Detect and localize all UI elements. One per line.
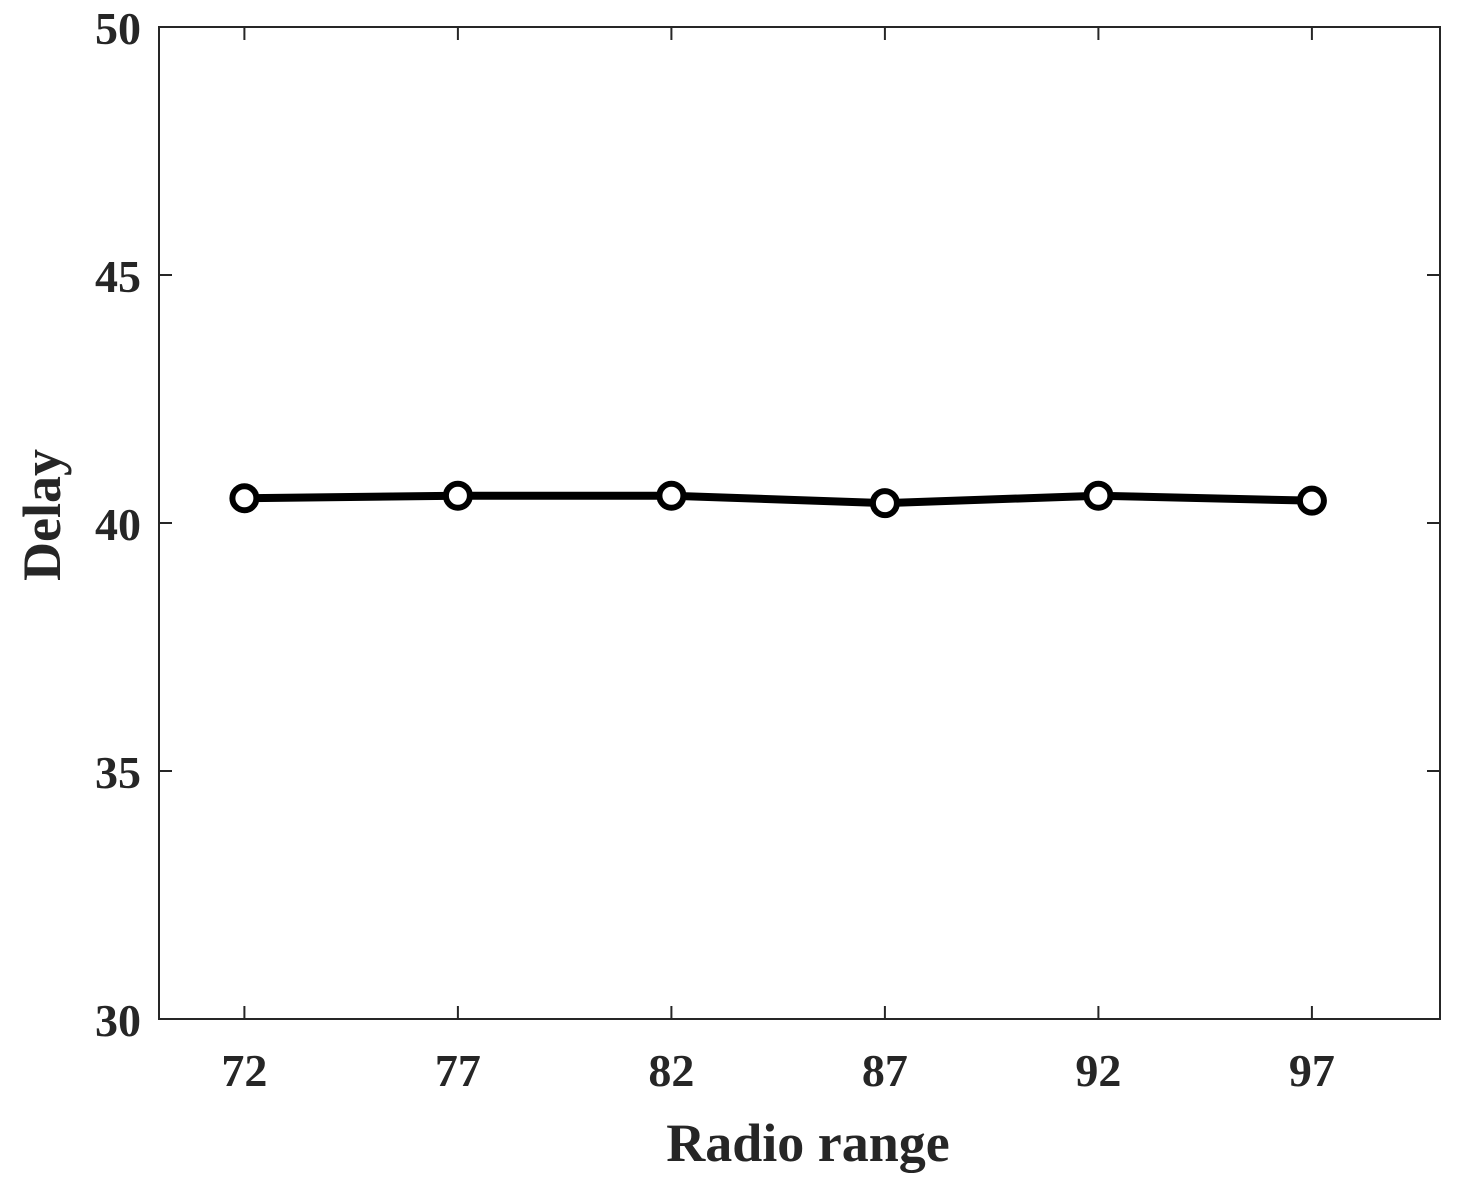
x-axis-ticks: 72 77 82 87 92 97 (221, 27, 1335, 1096)
x-tick-label: 82 (648, 1045, 694, 1096)
y-tick-label: 30 (95, 995, 141, 1046)
y-axis-label: Delay (12, 449, 72, 581)
x-tick-label: 87 (862, 1045, 908, 1096)
plot-area (158, 26, 1441, 1020)
x-tick-label: 77 (435, 1045, 481, 1096)
series-line (240, 491, 1316, 508)
data-point (869, 488, 900, 519)
x-tick-label: 97 (1289, 1045, 1335, 1096)
series-layer (229, 480, 1327, 519)
data-point (1296, 485, 1327, 516)
data-point (1083, 480, 1114, 511)
x-axis-label: Radio range (666, 1113, 950, 1173)
data-point (656, 480, 687, 511)
data-point (442, 480, 473, 511)
x-tick-label: 92 (1075, 1045, 1121, 1096)
data-point (229, 483, 260, 514)
y-tick-label: 45 (95, 251, 141, 302)
y-tick-label: 40 (95, 499, 141, 550)
x-tick-label: 72 (221, 1045, 267, 1096)
y-tick-label: 35 (95, 747, 141, 798)
y-axis-ticks: 30 35 40 45 50 (95, 3, 1440, 1046)
y-tick-label: 50 (95, 3, 141, 54)
